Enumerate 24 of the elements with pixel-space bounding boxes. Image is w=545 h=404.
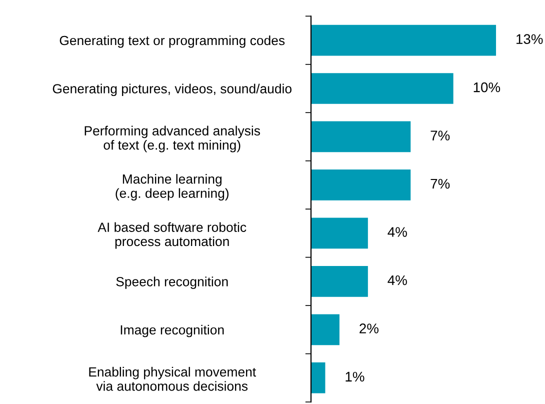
data-label: 7% xyxy=(430,130,450,140)
y-tick-label: Speech recognition xyxy=(116,276,228,289)
data-label: 13% xyxy=(516,34,543,44)
data-label: 1% xyxy=(346,372,364,382)
bar xyxy=(311,73,454,104)
y-tick-label: Generating text or programming codes xyxy=(60,35,285,48)
bar xyxy=(311,170,411,200)
y-tick-label: Image recognition xyxy=(120,324,224,338)
y-tick-label: Generating pictures, videos, sound/audio xyxy=(52,84,292,96)
bar xyxy=(311,24,496,56)
y-tick-label: Enabling physical movement via autonomous decisions xyxy=(89,366,256,391)
data-label: 2% xyxy=(360,324,378,334)
data-label: 4% xyxy=(388,227,407,237)
y-tick-label: AI based software robotic process automation xyxy=(98,222,246,249)
data-label: 4% xyxy=(388,275,407,286)
y-tick-label: Performing advanced analysis of text (e.g. text mining) xyxy=(84,126,260,152)
bar xyxy=(311,121,411,152)
bar xyxy=(311,314,340,346)
bar xyxy=(311,218,368,249)
bar xyxy=(311,266,368,297)
data-label: 7% xyxy=(430,178,450,189)
data-label: 10% xyxy=(474,82,500,92)
bar xyxy=(311,362,326,394)
y-tick-label: Machine learning (e.g. deep learning) xyxy=(116,174,229,201)
